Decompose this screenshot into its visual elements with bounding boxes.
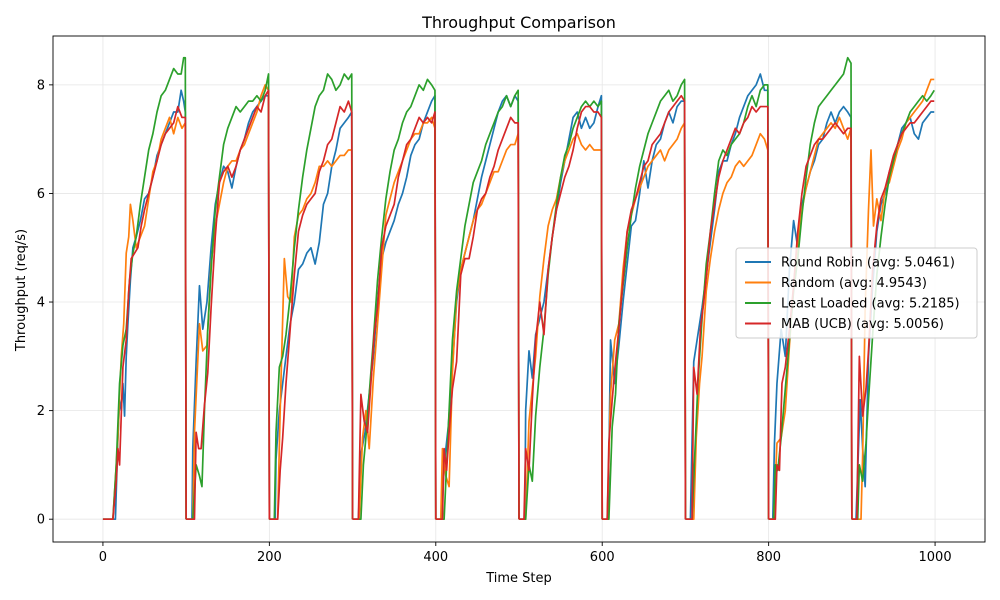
series-line-segment — [685, 105, 770, 521]
series-line-segment — [602, 100, 687, 521]
series-line-segment — [768, 116, 853, 521]
series-line-segment — [685, 73, 770, 521]
y-tick-label: 2 — [37, 404, 45, 419]
series-line-segment — [435, 89, 520, 521]
series-line-segment — [602, 122, 687, 521]
series-line-segment — [435, 132, 520, 521]
series-line-segment — [519, 105, 604, 521]
series-line-segment — [602, 94, 687, 521]
y-axis-title: Throughput (req/s) — [14, 229, 29, 352]
legend-label: Random (avg: 4.9543) — [781, 276, 927, 291]
x-tick-label: 0 — [99, 550, 107, 565]
legend-box — [735, 247, 978, 339]
series-line-segment — [519, 94, 604, 521]
y-tick-label: 0 — [37, 513, 45, 528]
series-line-segment — [269, 111, 354, 521]
series-line-segment — [102, 89, 187, 521]
series-line-segment — [851, 89, 935, 521]
x-tick-label: 200 — [257, 550, 282, 565]
series-3 — [102, 89, 935, 521]
series-line-segment — [269, 100, 354, 521]
plot-frame — [52, 35, 986, 543]
legend-label: Round Robin (avg: 5.0461) — [781, 256, 955, 271]
series-line-segment — [186, 94, 271, 521]
legend-label: MAB (UCB) (avg: 5.0056) — [781, 317, 944, 332]
series-line-segment — [685, 132, 770, 521]
chart-title: Throughput Comparison — [421, 13, 616, 32]
y-tick-label: 4 — [37, 296, 45, 311]
x-tick-label: 1000 — [919, 550, 952, 565]
series-line-segment — [352, 78, 437, 521]
series-line-segment — [352, 116, 437, 521]
legend: Round Robin (avg: 5.0461) Random (avg: 4.… — [735, 247, 978, 339]
series-line-segment — [602, 78, 687, 521]
series-line-segment — [186, 73, 271, 521]
series-line-segment — [435, 116, 520, 521]
series-line-segment — [102, 56, 187, 521]
series-line-segment — [102, 116, 187, 521]
series-line-segment — [269, 149, 354, 521]
series-line-segment — [851, 100, 935, 521]
x-tick-label: 400 — [423, 550, 448, 565]
legend-label: Least Loaded (avg: 5.2185) — [781, 297, 960, 312]
series-line-segment — [352, 111, 437, 521]
series-layer — [102, 56, 935, 521]
axes-layer: 0 200 400 600 800 1000 0 2 4 6 8 — [37, 35, 986, 565]
series-line-segment — [768, 122, 853, 521]
x-axis-title: Time Step — [485, 571, 552, 586]
series-line-segment — [102, 105, 187, 521]
series-line-segment — [186, 89, 271, 521]
x-tick-label: 600 — [590, 550, 615, 565]
y-tick-label: 8 — [37, 78, 45, 93]
y-tick-label: 6 — [37, 187, 45, 202]
series-line-segment — [519, 100, 604, 521]
series-line-segment — [269, 73, 354, 521]
x-tick-label: 800 — [756, 550, 781, 565]
